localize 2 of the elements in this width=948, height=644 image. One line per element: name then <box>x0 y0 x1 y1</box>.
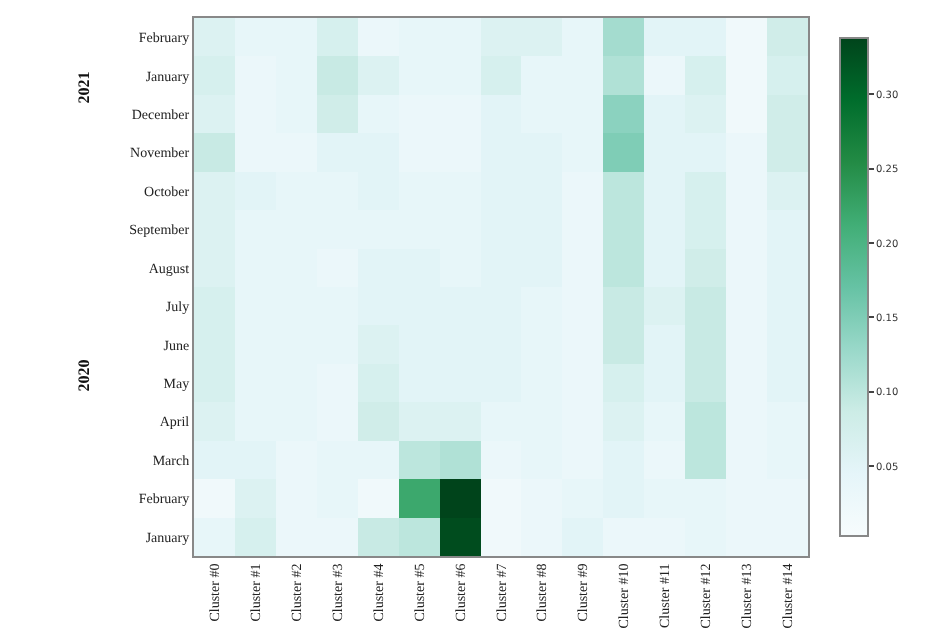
text: 2020 <box>74 359 93 392</box>
text: 2021 <box>75 71 94 104</box>
